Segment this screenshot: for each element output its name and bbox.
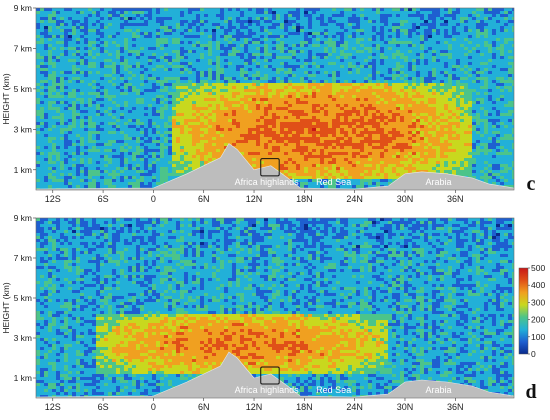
x-tick-label: 24N xyxy=(346,194,363,204)
backscatter-field xyxy=(36,8,516,191)
y-tick-label: 9 km xyxy=(14,213,32,223)
y-axis-label: HEIGHT (km) xyxy=(1,73,11,124)
y-tick-label: 1 km xyxy=(14,373,32,383)
africa-highlands-label: Africa highlands xyxy=(235,385,300,395)
plot-area xyxy=(36,218,516,398)
x-tick-label: 12N xyxy=(246,402,263,412)
x-tick-label: 36N xyxy=(447,402,464,412)
colorbar-tick-label: 300 xyxy=(531,297,545,307)
colorbar-tick-label: 100 xyxy=(531,332,545,342)
y-tick-label: 3 km xyxy=(14,333,32,343)
red-sea-label: Red Sea xyxy=(316,177,351,187)
x-tick-label: 36N xyxy=(447,194,464,204)
y-axis-label: HEIGHT (km) xyxy=(1,282,11,333)
x-tick-label: 30N xyxy=(397,194,414,204)
colorbar-tick-label: 400 xyxy=(531,280,545,290)
x-tick-label: 0 xyxy=(151,402,156,412)
y-tick-label: 5 km xyxy=(14,84,32,94)
backscatter-field xyxy=(36,218,516,398)
y-tick-label: 7 km xyxy=(14,253,32,263)
africa-highlands-label: Africa highlands xyxy=(235,177,300,187)
arabia-label: Arabia xyxy=(426,177,452,187)
y-tick-label: 3 km xyxy=(14,124,32,134)
y-tick-label: 9 km xyxy=(14,3,32,13)
colorbar: 500 400 300 200 100 0 xyxy=(519,263,545,359)
colorbar-scale xyxy=(519,268,528,354)
x-tick-label: 6N xyxy=(198,194,210,204)
y-tick-label: 5 km xyxy=(14,293,32,303)
x-tick-label: 24N xyxy=(346,402,363,412)
x-tick-label: 6N xyxy=(198,402,210,412)
y-tick-label: 7 km xyxy=(14,43,32,53)
panel-c: 1 km 3 km 5 km 7 km 9 km HEIGHT (km) 12S 6S 0 6N 1… xyxy=(1,3,536,204)
x-tick-label: 18N xyxy=(296,402,313,412)
x-tick-label: 0 xyxy=(151,194,156,204)
x-tick-label: 12N xyxy=(246,194,263,204)
x-tick-label: 12S xyxy=(45,194,61,204)
plot-area xyxy=(36,8,516,191)
panel-d: 1 km 3 km 5 km 7 km 9 km HEIGHT (km) 12S 6S 0 6N 1… xyxy=(1,213,537,412)
colorbar-tick-label: 0 xyxy=(531,349,536,359)
x-tick-label: 30N xyxy=(397,402,414,412)
x-tick-label: 12S xyxy=(45,402,61,412)
y-tick-label: 1 km xyxy=(14,165,32,175)
x-tick-label: 6S xyxy=(98,402,109,412)
x-tick-label: 6S xyxy=(98,194,109,204)
panel-letter: d xyxy=(525,381,536,403)
red-sea-label: Red Sea xyxy=(316,385,351,395)
colorbar-tick-label: 500 xyxy=(531,263,545,273)
x-tick-label: 18N xyxy=(296,194,313,204)
panel-letter: c xyxy=(527,173,536,195)
colorbar-tick-label: 200 xyxy=(531,315,545,325)
arabia-label: Arabia xyxy=(426,385,452,395)
